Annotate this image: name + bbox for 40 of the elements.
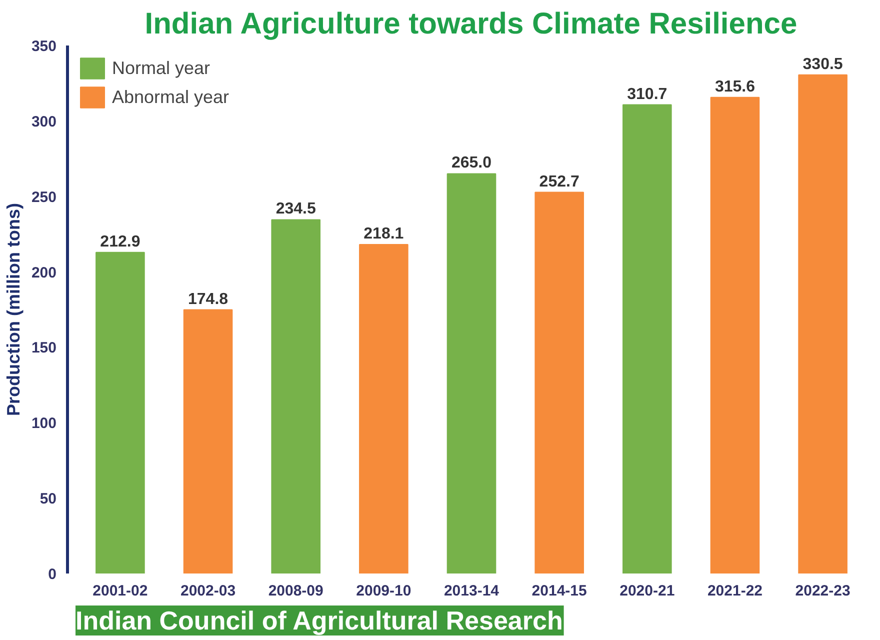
bar: [446, 173, 496, 574]
bar: [710, 96, 760, 574]
x-tick-label: 2008-09: [268, 582, 324, 600]
data-label: 265.0: [451, 154, 492, 172]
data-label: 315.6: [714, 78, 756, 96]
x-tick-label: 2020-21: [620, 582, 675, 600]
data-label: 310.7: [627, 86, 668, 103]
legend-label: Normal year: [112, 58, 210, 78]
data-label: 234.5: [276, 200, 316, 218]
x-tick-label: 2009-10: [356, 582, 412, 600]
y-tick-label: 100: [31, 415, 57, 432]
data-label: 330.5: [802, 56, 843, 73]
x-tick-label: 2022-23: [795, 582, 850, 600]
x-tick-label: 2021-22: [707, 582, 763, 600]
data-label: 252.7: [539, 173, 580, 190]
y-tick-label: 350: [31, 38, 57, 55]
bar: [359, 244, 408, 574]
data-label: 212.9: [100, 233, 140, 250]
x-tick-label: 2002-03: [180, 582, 236, 600]
data-label: 174.8: [188, 290, 228, 308]
data-label: 218.1: [364, 225, 404, 242]
x-tick-label: 2014-15: [532, 582, 587, 600]
y-tick-label: 150: [31, 340, 57, 357]
bar: [534, 192, 584, 574]
chart-title: Indian Agriculture towards Climate Resilience: [144, 8, 798, 40]
y-axis-title: Production (million tons): [3, 203, 24, 416]
y-tick-label: 300: [31, 113, 57, 130]
y-tick-label: 0: [48, 566, 56, 583]
bar: [798, 74, 848, 574]
legend-label: Abnormal year: [112, 86, 230, 108]
bar: [622, 104, 672, 574]
x-tick-label: 2013-14: [444, 582, 500, 600]
bar: [271, 219, 320, 574]
y-tick-label: 50: [40, 490, 57, 508]
text: Indian Council of Agricultural Research: [76, 606, 563, 636]
y-tick-label: 250: [31, 188, 57, 206]
x-tick-label: 2001-02: [92, 582, 148, 600]
bar: [183, 309, 233, 574]
y-tick-label: 200: [31, 264, 57, 282]
bar: [96, 252, 145, 574]
